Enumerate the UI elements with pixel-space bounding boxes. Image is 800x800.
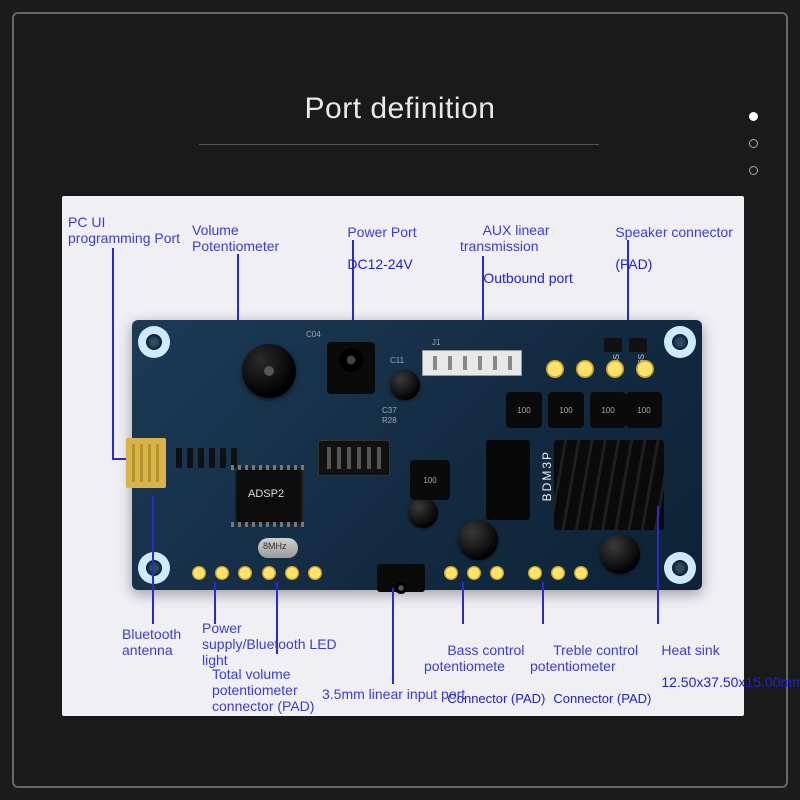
lead-pcui-v: [112, 248, 114, 458]
label-speaker-text: Speaker connector: [615, 224, 733, 240]
diagram-panel: PC UI programming Port Volume Potentiome…: [62, 196, 744, 716]
label-bass-text: Bass control potentiomete: [424, 642, 524, 674]
cap-c11: [390, 370, 420, 400]
label-treble: Treble control potentiometer Connector (…: [530, 626, 651, 723]
label-speaker: Speaker connector (PAD): [592, 208, 733, 288]
treble-pot-pads: [528, 566, 588, 580]
outer-frame: Port definition PC UI programming Port V…: [12, 12, 788, 788]
heatsink: [554, 440, 664, 530]
label-aux-text: AUX linear transmission: [460, 222, 550, 254]
psu-led-pads: [192, 566, 252, 580]
label-treble-sub: Connector (PAD): [553, 691, 651, 706]
mount-hole-tl: [138, 326, 170, 358]
adsp2-label: ADSP2: [248, 488, 284, 500]
internal-header: [318, 440, 390, 476]
vol-pot-pads: [262, 566, 322, 580]
pager-dot-3[interactable]: [749, 166, 758, 175]
label-heatsink: Heat sink 12.50x37.50x15.00mm: [638, 626, 800, 706]
inductor-l2: 100: [506, 392, 542, 428]
lead-heat: [657, 506, 659, 624]
prog-header: [176, 448, 237, 468]
label-psu-led: Power supply/Bluetooth LED light: [202, 620, 337, 668]
lead-psu: [214, 582, 216, 624]
mount-hole-br: [664, 552, 696, 584]
inductor-l4: 100: [590, 392, 626, 428]
label-aux: AUX linear transmission Outbound port: [460, 206, 573, 303]
aux-35mm-jack: [377, 564, 425, 592]
silk-c11: C11: [390, 356, 404, 365]
spk-pad-3: [606, 360, 624, 378]
label-power-port: Power Port DC12-24V: [324, 208, 417, 288]
silk-j1: J1: [432, 338, 440, 347]
lead-35mm: [392, 588, 394, 684]
rectifier-2: [604, 338, 622, 352]
spk-pad-2: [576, 360, 594, 378]
page-indicator[interactable]: [749, 112, 758, 175]
label-pc-ui: PC UI programming Port: [68, 214, 180, 246]
bdm3p-chip: [486, 440, 530, 520]
label-vol-pad: Total volume potentiometer connector (PA…: [212, 666, 314, 714]
pcb-board: MB6S MB6S ADSP2 100 100 100 100 100: [132, 320, 702, 590]
spk-pad-4: [636, 360, 654, 378]
title-underline: [199, 144, 599, 145]
crystal-label: 8MHz: [263, 541, 287, 551]
label-bt-antenna: Bluetooth antenna: [122, 626, 181, 658]
pager-dot-1[interactable]: [749, 112, 758, 121]
label-power-port-text: Power Port: [347, 224, 416, 240]
silk-r28: R28: [382, 416, 397, 425]
silk-c04: C04: [306, 330, 321, 339]
lead-bt: [152, 496, 154, 624]
cap-big-left: [458, 520, 498, 560]
label-speaker-sub: (PAD): [615, 256, 652, 272]
bdm3p-label: BDM3P: [540, 450, 554, 501]
label-heatsink-sub: 12.50x37.50x15.00mm: [661, 674, 800, 690]
volume-knob: [242, 344, 296, 398]
inductor-l1: 100: [410, 460, 450, 500]
rectifier-1: [629, 338, 647, 352]
silk-c37: C37: [382, 406, 397, 415]
mount-hole-tr: [664, 326, 696, 358]
inductor-l3: 100: [548, 392, 584, 428]
bluetooth-antenna: [126, 438, 166, 488]
label-aux-sub: Outbound port: [483, 270, 573, 286]
label-bass: Bass control potentiomete Connector (PAD…: [424, 626, 545, 723]
speaker-pads: [546, 360, 654, 378]
label-treble-text: Treble control potentiometer: [530, 642, 638, 674]
page-title: Port definition: [14, 92, 786, 126]
cap-big-right: [600, 534, 640, 574]
pager-dot-2[interactable]: [749, 139, 758, 148]
inductor-l5: 100: [626, 392, 662, 428]
cap-mid: [408, 498, 438, 528]
label-volume-pot: Volume Potentiometer: [192, 222, 279, 254]
lead-treble: [542, 582, 544, 624]
label-power-port-sub: DC12-24V: [347, 256, 412, 272]
aux-out-header: [422, 350, 522, 376]
dc-power-jack: [327, 342, 375, 394]
lead-bass: [462, 582, 464, 624]
mount-hole-bl: [138, 552, 170, 584]
label-heatsink-text: Heat sink: [661, 642, 719, 658]
spk-pad-1: [546, 360, 564, 378]
bass-pot-pads: [444, 566, 504, 580]
